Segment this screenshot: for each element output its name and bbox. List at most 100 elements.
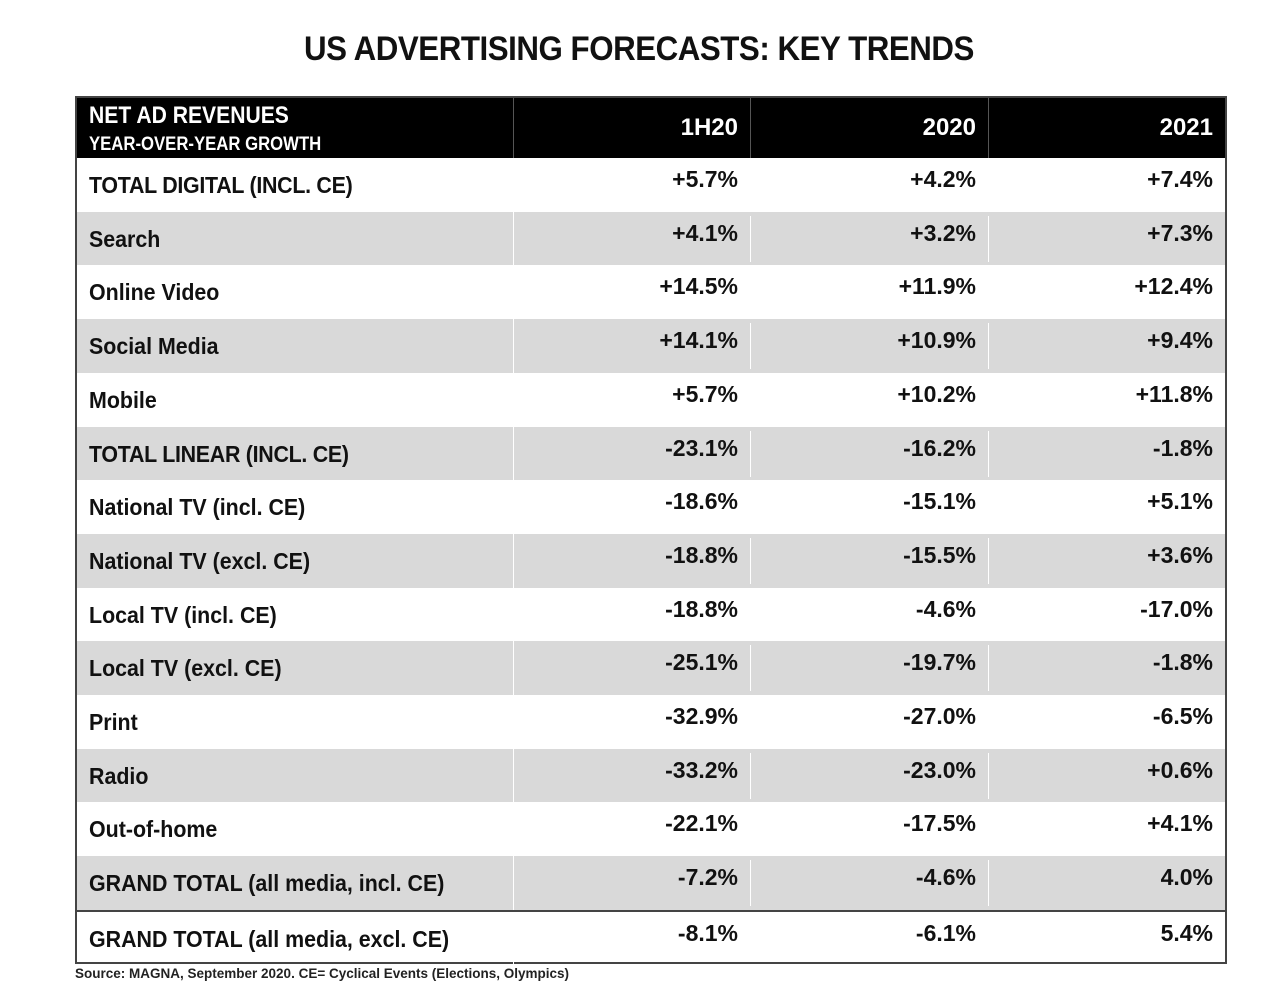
value-cell: -22.1% (513, 806, 751, 853)
column-divider (513, 426, 514, 481)
table-row: GRAND TOTAL (all media, incl. CE) -7.2% -4… (77, 856, 1225, 910)
table-row: TOTAL DIGITAL (INCL. CE) +5.7% +4.2% +7.4% (77, 158, 1225, 212)
value-cell: 4.0% (1160, 864, 1213, 891)
value-cell: -18.8% (513, 591, 751, 638)
value-cell: -7.2% (513, 860, 751, 907)
column-divider (513, 856, 514, 910)
table-header: NET AD REVENUES YEAR-OVER-YEAR GROWTH 1H… (77, 98, 1225, 158)
table-row: National TV (incl. CE) -18.6% -15.1% +5.1% (77, 480, 1225, 534)
column-divider (513, 265, 514, 320)
table-row: Social Media +14.1% +10.9% +9.4% (77, 319, 1225, 373)
value-cell: -16.2% (751, 430, 989, 477)
row-label: National TV (incl. CE) (89, 494, 306, 521)
row-label: Radio (89, 762, 149, 789)
row-label: Local TV (excl. CE) (89, 655, 282, 682)
value-cell: -4.6% (751, 860, 989, 907)
value-cell: -8.1% (513, 915, 751, 962)
table-row: National TV (excl. CE) -18.8% -15.5% +3.6% (77, 533, 1225, 588)
table-row: Print -32.9% -27.0% -6.5% (77, 695, 1225, 749)
value-cell: +5.1% (1147, 488, 1213, 515)
value-cell: +9.4% (1147, 327, 1213, 354)
value-cell: +10.9% (751, 323, 989, 370)
column-divider (513, 158, 514, 212)
table-row: Local TV (incl. CE) -18.8% -4.6% -17.0% (77, 587, 1225, 642)
table-row: Online Video +14.5% +11.9% +12.4% (77, 265, 1225, 320)
column-divider (513, 533, 514, 588)
header-label-line1: NET AD REVENUES (89, 102, 289, 129)
table-row: GRAND TOTAL (all media, excl. CE) -8.1% -6… (77, 909, 1225, 966)
value-cell: -6.1% (751, 915, 989, 962)
forecast-table: NET AD REVENUES YEAR-OVER-YEAR GROWTH 1H… (75, 96, 1227, 966)
row-label: Print (89, 709, 138, 735)
value-cell: +10.2% (751, 376, 989, 423)
row-label: Local TV (incl. CE) (89, 601, 277, 628)
value-cell: -17.0% (1140, 595, 1213, 622)
table-row: Search +4.1% +3.2% +7.3% (77, 211, 1225, 266)
value-cell: -1.8% (1152, 649, 1213, 676)
chart-title: US ADVERTISING FORECASTS: KEY TRENDS (304, 30, 974, 68)
source-note: Source: MAGNA, September 2020. CE= Cycli… (75, 966, 570, 981)
row-label: Social Media (89, 333, 219, 360)
value-cell: +3.6% (1147, 541, 1213, 568)
column-divider (513, 480, 514, 534)
value-cell: +4.1% (513, 215, 751, 262)
header-col-2020: 2020 (751, 98, 989, 158)
table-row: Local TV (excl. CE) -25.1% -19.7% -1.8% (77, 641, 1225, 695)
header-col-label: 1H20 (680, 114, 738, 141)
row-label: GRAND TOTAL (all media, incl. CE) (89, 870, 445, 897)
header-label-line2: YEAR-OVER-YEAR GROWTH (89, 134, 322, 155)
table-row: Mobile +5.7% +10.2% +11.8% (77, 372, 1225, 427)
value-cell: -18.6% (513, 484, 751, 531)
value-cell: +11.9% (751, 269, 989, 316)
column-divider (513, 587, 514, 642)
value-cell: +3.2% (751, 215, 989, 262)
value-cell: -32.9% (513, 699, 751, 745)
column-divider (513, 211, 514, 266)
header-col-label: 2020 (922, 114, 976, 141)
value-cell: -33.2% (513, 752, 751, 799)
value-cell: -18.8% (513, 537, 751, 584)
value-cell: -6.5% (1152, 703, 1213, 729)
table-row: Out-of-home -22.1% -17.5% +4.1% (77, 802, 1225, 857)
value-cell: -17.5% (751, 806, 989, 853)
table-row: Radio -33.2% -23.0% +0.6% (77, 748, 1225, 803)
header-label-cell: NET AD REVENUES YEAR-OVER-YEAR GROWTH (77, 98, 514, 158)
value-cell: +14.1% (513, 323, 751, 370)
value-cell: +7.4% (1147, 166, 1213, 192)
value-cell: -27.0% (751, 699, 989, 745)
value-cell: +5.7% (513, 162, 751, 208)
row-label: GRAND TOTAL (all media, excl. CE) (89, 925, 450, 952)
value-cell: +4.2% (751, 162, 989, 208)
value-cell: +0.6% (1147, 756, 1213, 783)
value-cell: +4.1% (1147, 810, 1213, 837)
header-col-label: 2021 (1159, 114, 1213, 141)
row-label: Search (89, 225, 161, 252)
row-label: Online Video (89, 279, 220, 306)
column-divider (513, 748, 514, 803)
value-cell: +14.5% (513, 269, 751, 316)
value-cell: -4.6% (751, 591, 989, 638)
header-col-1h20: 1H20 (513, 98, 751, 158)
column-divider (513, 911, 514, 966)
value-cell: -25.1% (513, 645, 751, 692)
table-row: TOTAL LINEAR (INCL. CE) -23.1% -16.2% -1.8% (77, 426, 1225, 481)
column-divider (513, 319, 514, 373)
value-cell: -1.8% (1152, 434, 1213, 461)
value-cell: +5.7% (513, 376, 751, 423)
row-label: National TV (excl. CE) (89, 547, 311, 574)
value-cell: +7.3% (1147, 219, 1213, 246)
column-divider (513, 372, 514, 427)
row-label: Mobile (89, 386, 157, 413)
value-cell: +11.8% (1135, 380, 1213, 407)
value-cell: +12.4% (1134, 273, 1213, 300)
column-divider (513, 695, 514, 749)
value-cell: -19.7% (751, 645, 989, 692)
row-label: TOTAL DIGITAL (INCL. CE) (89, 172, 353, 198)
header-col-2021: 2021 (989, 98, 1225, 158)
value-cell: -23.1% (513, 430, 751, 477)
row-label: TOTAL LINEAR (INCL. CE) (89, 440, 349, 467)
value-cell: -15.1% (751, 484, 989, 531)
column-divider (513, 641, 514, 695)
column-divider (513, 802, 514, 857)
row-label: Out-of-home (89, 816, 218, 843)
